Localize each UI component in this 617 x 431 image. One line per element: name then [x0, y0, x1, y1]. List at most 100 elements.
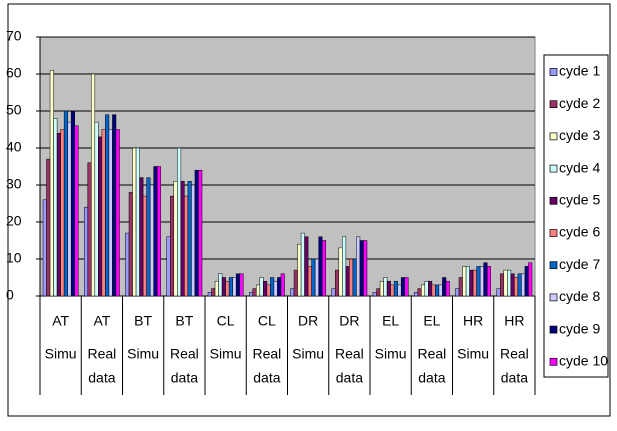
bar	[345, 266, 350, 297]
y-tick-label: 30	[6, 176, 22, 192]
bar	[417, 288, 422, 297]
bar	[304, 236, 309, 297]
bar	[290, 288, 295, 297]
x-tick-label: Real	[417, 346, 446, 362]
x-tick-label: Real	[252, 346, 281, 362]
legend-label: cyde 10	[559, 353, 608, 369]
bar	[235, 273, 240, 297]
bar	[221, 277, 226, 297]
bar	[352, 258, 357, 297]
legend-swatch	[549, 357, 558, 366]
x-tick-label: EL	[382, 313, 399, 329]
bar	[469, 269, 474, 297]
bar	[421, 284, 426, 297]
legend-label: cyde 2	[559, 95, 600, 111]
bar	[112, 114, 117, 297]
bar	[87, 162, 92, 297]
bar	[455, 288, 460, 297]
bar	[46, 158, 51, 297]
bar	[49, 70, 54, 297]
bar	[166, 236, 171, 297]
legend-label: cyde 3	[559, 127, 600, 143]
x-tick-label: Real	[170, 346, 199, 362]
bar	[125, 232, 130, 297]
bar	[270, 277, 275, 297]
legend-label: cyde 7	[559, 256, 600, 272]
bar	[297, 243, 302, 297]
bar	[249, 292, 254, 297]
bar	[91, 73, 96, 297]
x-tick-label: Simu	[457, 346, 489, 362]
bar	[207, 292, 212, 297]
x-tick-label: CL	[258, 313, 276, 329]
bar	[56, 132, 61, 297]
y-tick-label: 40	[6, 139, 22, 155]
bar	[266, 284, 271, 297]
legend-swatch	[549, 164, 558, 173]
bar	[180, 181, 185, 297]
bar	[321, 240, 327, 297]
bar	[379, 280, 384, 297]
bar	[232, 277, 237, 297]
bar	[307, 266, 312, 297]
bar	[386, 280, 391, 297]
x-tick-label: data	[171, 370, 198, 386]
bar	[84, 206, 89, 297]
bar	[173, 181, 178, 297]
x-tick-label: data	[253, 370, 280, 386]
x-tick-label: data	[336, 370, 363, 386]
bar	[63, 110, 68, 297]
legend-label: cyde 1	[559, 63, 600, 79]
bar	[218, 273, 223, 297]
bar	[507, 269, 512, 297]
x-tick-label: BT	[175, 313, 193, 329]
x-tick-label: HR	[504, 313, 524, 329]
x-tick-label: Simu	[45, 346, 77, 362]
y-tick-label: 70	[6, 28, 22, 44]
bar	[277, 277, 282, 297]
bar	[259, 277, 264, 297]
y-tick-label: 60	[6, 65, 22, 81]
bar	[442, 277, 447, 297]
bar	[67, 121, 72, 297]
x-tick-label: CL	[217, 313, 235, 329]
bar	[177, 147, 182, 297]
legend-swatch	[549, 261, 558, 270]
bar	[105, 114, 110, 297]
bar	[115, 129, 120, 297]
x-tick-label: BT	[134, 313, 152, 329]
bar	[376, 288, 381, 297]
bar	[184, 195, 189, 297]
x-tick-label: Real	[335, 346, 364, 362]
bar	[191, 184, 196, 297]
bar	[331, 288, 336, 297]
bar	[252, 288, 257, 297]
bar	[514, 277, 519, 297]
bar	[187, 181, 192, 297]
bar	[98, 136, 103, 297]
x-tick-label: data	[88, 370, 115, 386]
x-tick-label: Simu	[210, 346, 242, 362]
bar	[293, 269, 298, 297]
bar	[356, 236, 361, 297]
legend-swatch	[549, 196, 558, 205]
bar	[170, 195, 175, 297]
bar	[414, 292, 419, 297]
bar	[496, 288, 501, 297]
legend-label: cyde 5	[559, 192, 600, 208]
bar	[149, 184, 154, 297]
x-tick-label: Simu	[127, 346, 159, 362]
bar	[483, 262, 488, 297]
bar	[225, 280, 230, 297]
bar	[132, 147, 137, 297]
bar	[349, 258, 354, 297]
bar	[445, 280, 450, 297]
plot-area	[39, 36, 536, 297]
bar	[393, 280, 398, 297]
bar	[390, 284, 395, 297]
x-tick-label: Real	[87, 346, 116, 362]
bar	[335, 269, 340, 297]
x-tick-label: Simu	[292, 346, 324, 362]
bar	[135, 147, 140, 297]
x-tick-label: HR	[463, 313, 483, 329]
